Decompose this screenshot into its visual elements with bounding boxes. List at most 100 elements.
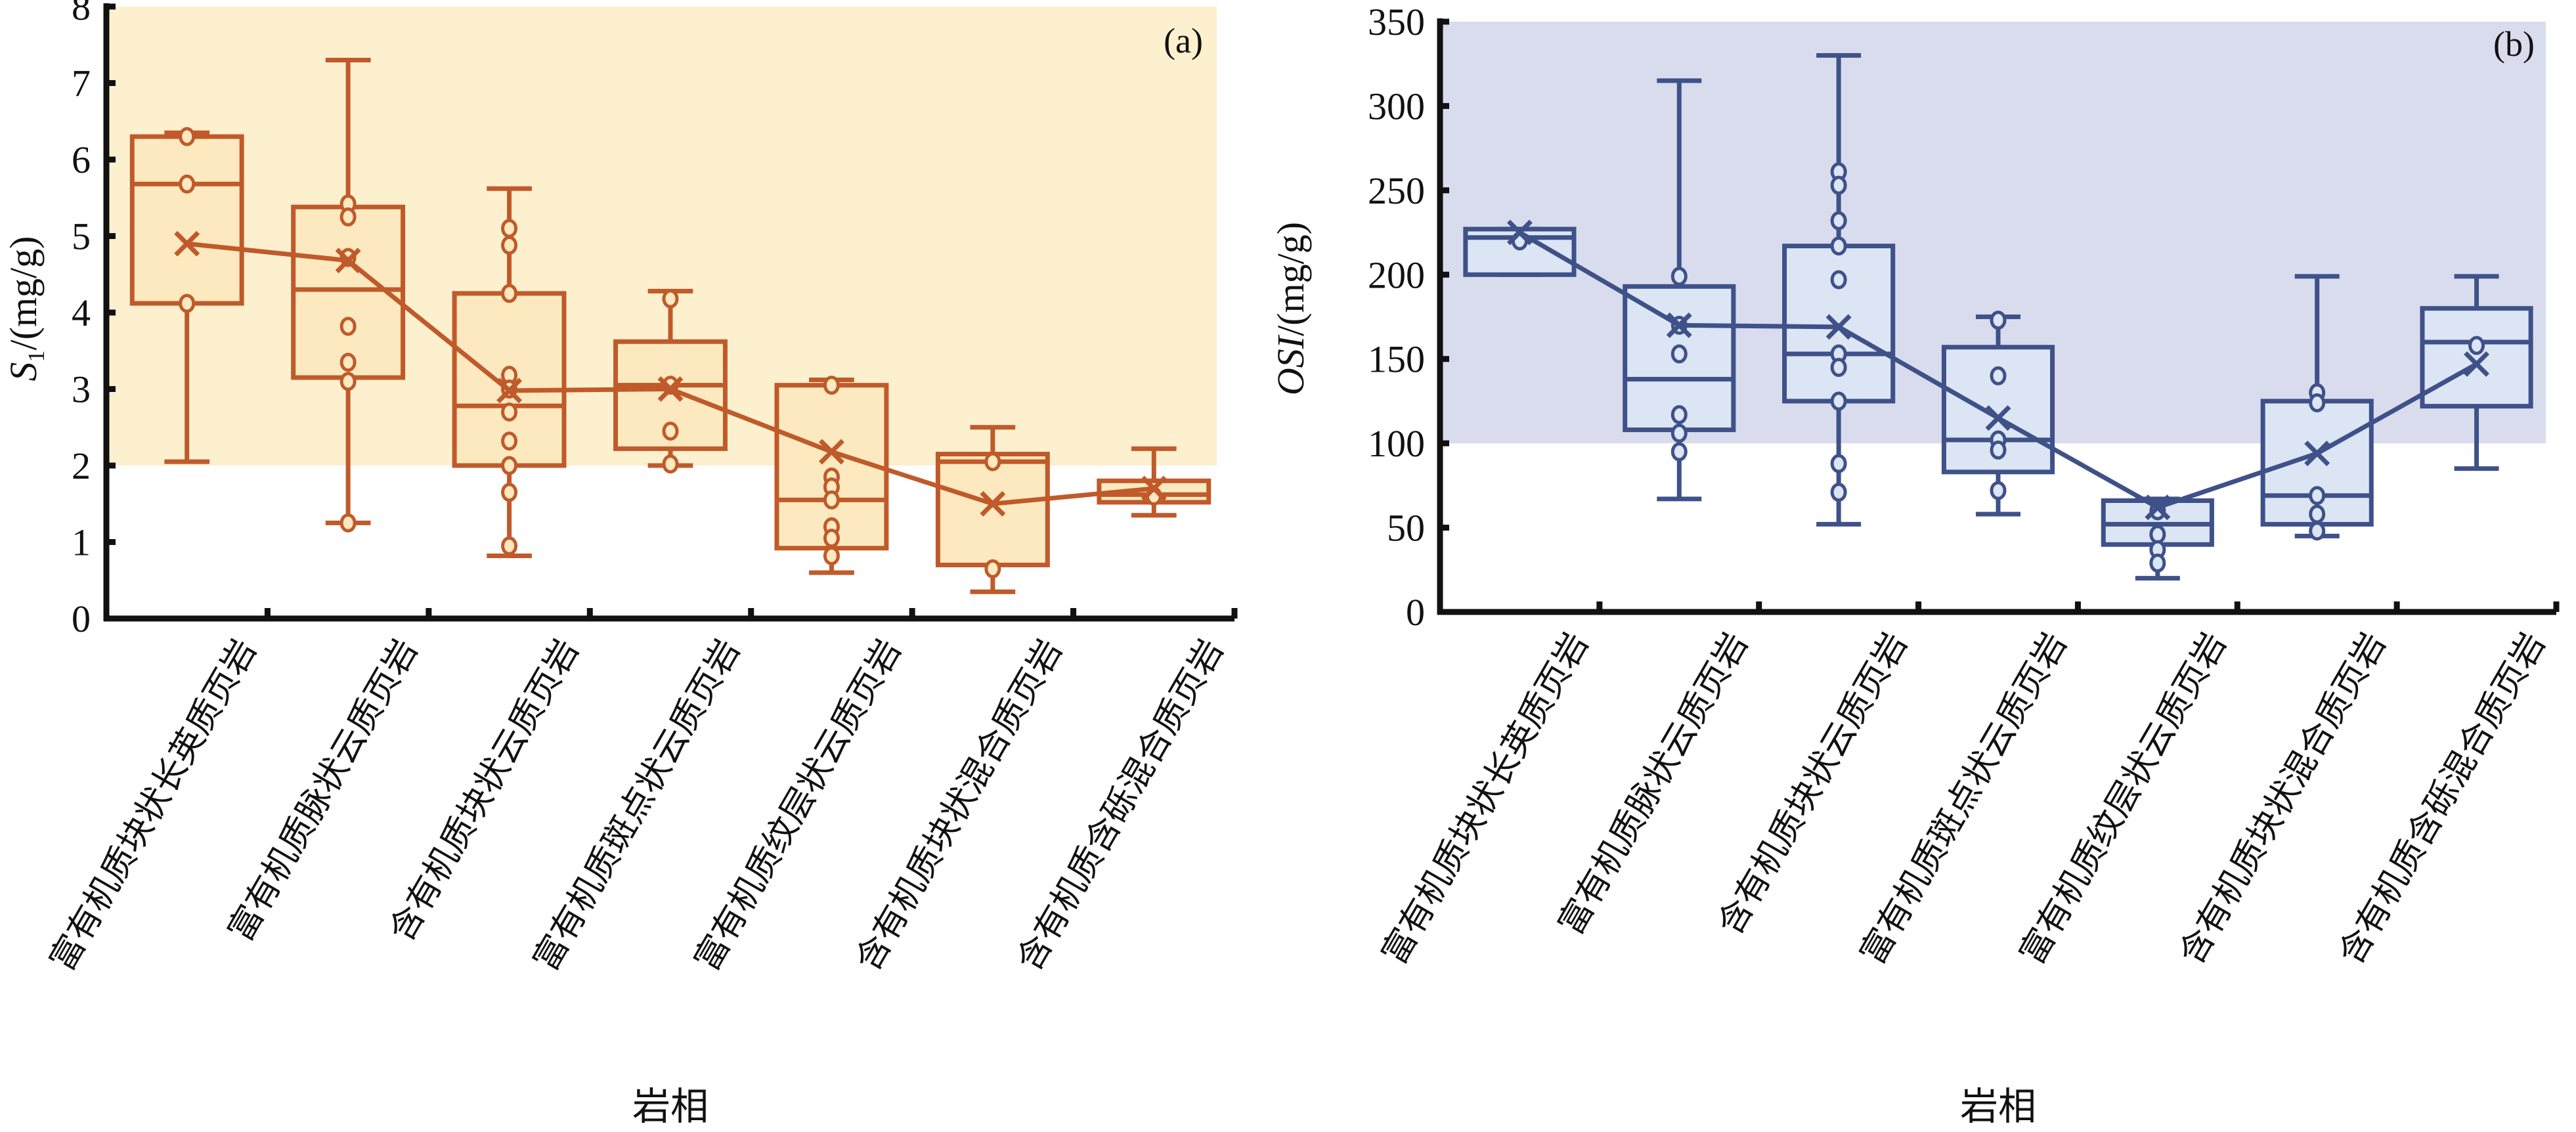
mean-marker-stroke <box>1666 312 1692 338</box>
data-point <box>501 483 518 502</box>
data-point <box>2309 486 2326 506</box>
mean-marker-stroke <box>496 378 523 404</box>
data-point <box>501 456 518 475</box>
data-point <box>501 402 518 422</box>
data-point <box>2149 525 2166 544</box>
data-point <box>662 289 679 309</box>
data-point <box>2309 521 2326 541</box>
mean-marker <box>174 230 200 257</box>
box-group <box>613 288 728 474</box>
data-point <box>179 127 196 146</box>
data-point <box>1830 270 1847 290</box>
data-point <box>984 559 1001 578</box>
data-point <box>1830 358 1847 378</box>
data-point <box>339 353 357 372</box>
data-point <box>1830 211 1847 230</box>
mean-marker-stroke <box>174 230 200 257</box>
data-point <box>1670 442 1688 462</box>
data-point <box>1990 366 2007 385</box>
data-point <box>1830 454 1847 473</box>
mean-marker-stroke <box>335 248 361 274</box>
y-axis-title: S1/(mg/g) <box>2 236 49 381</box>
mean-marker <box>980 490 1006 517</box>
data-point <box>1990 311 2007 330</box>
box-group <box>935 425 1050 594</box>
box-group <box>1463 227 1577 277</box>
mean-marker <box>818 439 844 465</box>
y-tick-label: 0 <box>1406 591 1425 634</box>
data-point <box>1990 440 2007 460</box>
y-tick-label: 8 <box>72 0 91 28</box>
mean-marker <box>1985 405 2011 431</box>
data-point <box>2149 554 2166 573</box>
mean-marker-stroke <box>1985 405 2011 431</box>
mean-marker-stroke <box>2464 351 2490 377</box>
mean-marker-stroke <box>1506 219 1533 246</box>
data-point <box>1670 344 1688 364</box>
data-point <box>1830 483 1847 502</box>
y-tick-label: 150 <box>1368 338 1425 381</box>
box-group <box>1623 78 1736 502</box>
y-tick-label: 250 <box>1368 169 1425 212</box>
x-category-label: 含有机质块状云质页岩 <box>382 632 587 947</box>
x-axis-title: 岩相 <box>632 1084 709 1129</box>
y-tick-label: 350 <box>1368 1 1425 43</box>
mean-marker-stroke <box>818 439 844 465</box>
y-axis-title-unit: /(mg/g) <box>1269 222 1312 336</box>
y-axis-title: OSI/(mg/g) <box>1269 222 1312 395</box>
y-axis-title-main: S <box>2 362 45 381</box>
box-iqr <box>1782 244 1896 404</box>
y-tick-label: 4 <box>72 292 91 334</box>
y-tick-label: 1 <box>72 521 91 564</box>
y-axis-title-main: OSI <box>1269 334 1312 395</box>
y-tick-label: 6 <box>72 139 91 181</box>
y-tick-label: 50 <box>1387 507 1425 550</box>
chart-panel-a: (a)012345678富有机质块状长英质页岩富有机质脉状云质页岩含有机质块状云… <box>2 0 1238 1129</box>
data-point <box>339 513 357 533</box>
mean-marker-stroke <box>2145 494 2171 521</box>
chart-panel-b: (b)050100150200250300350富有机质块状长英质页岩富有机质脉… <box>1269 1 2560 1129</box>
y-axis-title-sub: 1 <box>23 350 49 362</box>
mean-marker <box>335 248 361 274</box>
y-tick-label: 200 <box>1368 253 1425 296</box>
data-point <box>1830 391 1847 411</box>
data-point <box>501 536 518 555</box>
box-iqr <box>129 134 244 306</box>
y-axis-title-unit: /(mg/g) <box>2 236 45 351</box>
data-point <box>1670 424 1688 443</box>
data-point <box>339 207 357 227</box>
mean-marker <box>2304 441 2330 467</box>
x-axis-title: 岩相 <box>1960 1084 2036 1129</box>
box-group <box>1941 311 2055 517</box>
data-point <box>1830 236 1847 256</box>
box-group <box>2101 496 2214 581</box>
data-point <box>501 284 518 303</box>
data-point <box>501 235 518 255</box>
y-tick-label: 0 <box>72 598 91 640</box>
panel-label: (a) <box>1164 21 1203 60</box>
y-tick-label: 5 <box>72 215 91 258</box>
mean-marker <box>1825 314 1852 340</box>
mean-marker <box>496 378 523 404</box>
box-iqr <box>2420 306 2533 409</box>
y-tick-label: 7 <box>72 62 91 105</box>
y-tick-label: 3 <box>72 368 91 411</box>
box-group <box>774 376 889 575</box>
x-category-label: 富有机质脉状云质页岩 <box>221 633 426 948</box>
data-point <box>662 454 679 474</box>
data-point <box>823 529 840 548</box>
mean-marker-stroke <box>1825 314 1852 340</box>
y-tick-label: 100 <box>1368 422 1425 465</box>
mean-marker <box>657 376 684 402</box>
box-group <box>129 127 244 464</box>
data-point <box>339 372 357 391</box>
mean-marker-stroke <box>657 376 684 402</box>
data-point <box>501 431 518 451</box>
data-point <box>662 422 679 441</box>
data-point <box>1990 481 2007 500</box>
mean-marker <box>1506 219 1533 246</box>
data-point <box>179 294 196 313</box>
x-category-label: 含有机质块状云质页岩 <box>1711 626 1915 942</box>
mean-marker <box>1666 312 1692 338</box>
